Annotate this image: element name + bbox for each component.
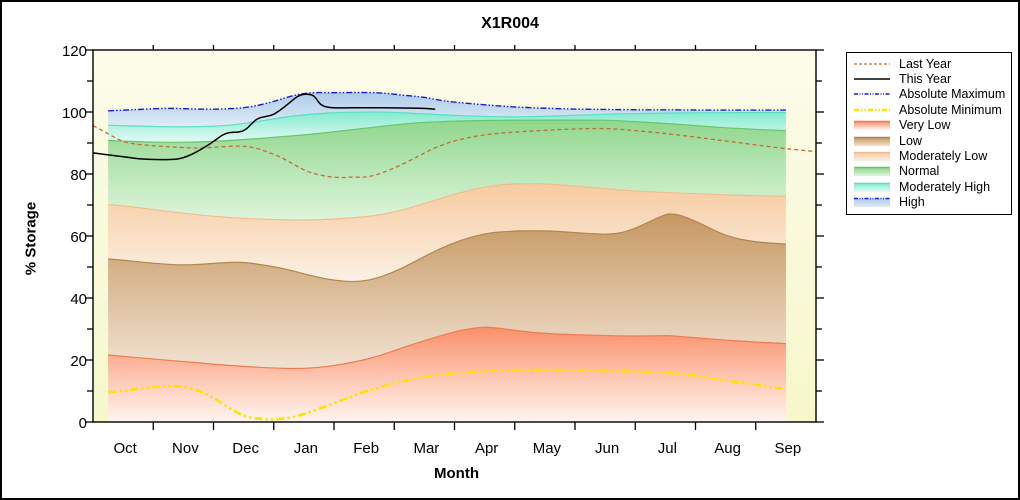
band-edge-very_low xyxy=(108,326,786,370)
legend-item-mod_low: Moderately Low xyxy=(847,148,1011,163)
legend-swatch-mod_low xyxy=(854,151,890,162)
chart-title: X1R004 xyxy=(481,15,539,32)
legend-swatch-normal xyxy=(854,167,890,177)
y-tick-label: 80 xyxy=(70,167,87,184)
band-normal xyxy=(108,120,786,221)
legend-swatch-low xyxy=(854,136,890,146)
legend-swatch-this_year xyxy=(854,78,890,80)
y-tick-label: 120 xyxy=(61,43,87,60)
legend-swatch-mod_high xyxy=(854,182,890,192)
band-edge-normal xyxy=(108,119,786,143)
x-axis-title: Month xyxy=(434,465,479,482)
legend-label: Normal xyxy=(899,164,940,179)
y-tick-label: 20 xyxy=(70,353,87,370)
band-edge-mod_low xyxy=(108,182,786,221)
legend-label: Absolute Minimum xyxy=(899,102,1002,117)
line-last_year xyxy=(93,125,816,179)
legend-item-abs_min: Absolute Minimum xyxy=(847,102,1011,117)
x-tick-label: Feb xyxy=(353,440,380,457)
legend-item-high: High xyxy=(847,195,1011,210)
legend-item-mod_high: Moderately High xyxy=(847,179,1011,194)
band-high xyxy=(108,92,786,127)
x-tick-label: Nov xyxy=(172,440,199,457)
legend-item-low: Low xyxy=(847,133,1011,148)
x-tick-label: Apr xyxy=(474,440,499,457)
legend-swatch-abs_max xyxy=(854,93,890,96)
x-tick-label: Jan xyxy=(293,440,318,457)
y-tick-label: 60 xyxy=(70,229,87,246)
legend-swatch-last_year xyxy=(854,63,890,65)
y-tick-label: 40 xyxy=(70,291,87,308)
x-tick-label: Dec xyxy=(232,440,259,457)
x-tick-label: Jun xyxy=(595,440,620,457)
legend-label: High xyxy=(899,195,925,210)
legend-label: Low xyxy=(899,133,922,148)
y-tick-label: 100 xyxy=(61,105,87,122)
x-tick-label: Jul xyxy=(657,440,677,457)
x-tick-label: May xyxy=(532,440,562,457)
legend-item-this_year: This Year xyxy=(847,71,1011,86)
line-abs_min xyxy=(108,368,787,421)
band-mod_low xyxy=(108,183,786,282)
legend-label: Moderately High xyxy=(899,179,991,194)
band-low xyxy=(108,213,786,369)
legend-swatch-abs_min xyxy=(854,108,890,112)
legend-label: This Year xyxy=(899,72,952,87)
legend: Last Year This Year Absolute Maximum Absolu… xyxy=(846,52,1012,215)
x-tick-label: Oct xyxy=(113,440,137,457)
legend-item-abs_max: Absolute Maximum xyxy=(847,87,1011,102)
legend-item-normal: Normal xyxy=(847,164,1011,179)
legend-item-last_year: Last Year xyxy=(847,56,1011,71)
legend-item-very_low: Very Low xyxy=(847,118,1011,133)
line-this_year xyxy=(93,93,436,161)
legend-label: Last Year xyxy=(899,56,952,71)
legend-label: Moderately Low xyxy=(899,149,988,164)
y-tick-label: 0 xyxy=(78,415,87,432)
y-axis-title: % Storage xyxy=(22,201,40,276)
legend-label: Very Low xyxy=(899,118,951,133)
x-tick-label: Mar xyxy=(413,440,440,457)
band-edge-low xyxy=(108,213,786,283)
x-tick-label: Sep xyxy=(774,440,802,457)
band-mod_high xyxy=(108,112,786,143)
x-tick-label: Aug xyxy=(714,440,741,457)
legend-label: Absolute Maximum xyxy=(899,87,1006,102)
legend-swatch-very_low xyxy=(854,120,890,131)
legend-swatch-high xyxy=(854,198,890,208)
band-edge-mod_high xyxy=(108,111,786,128)
